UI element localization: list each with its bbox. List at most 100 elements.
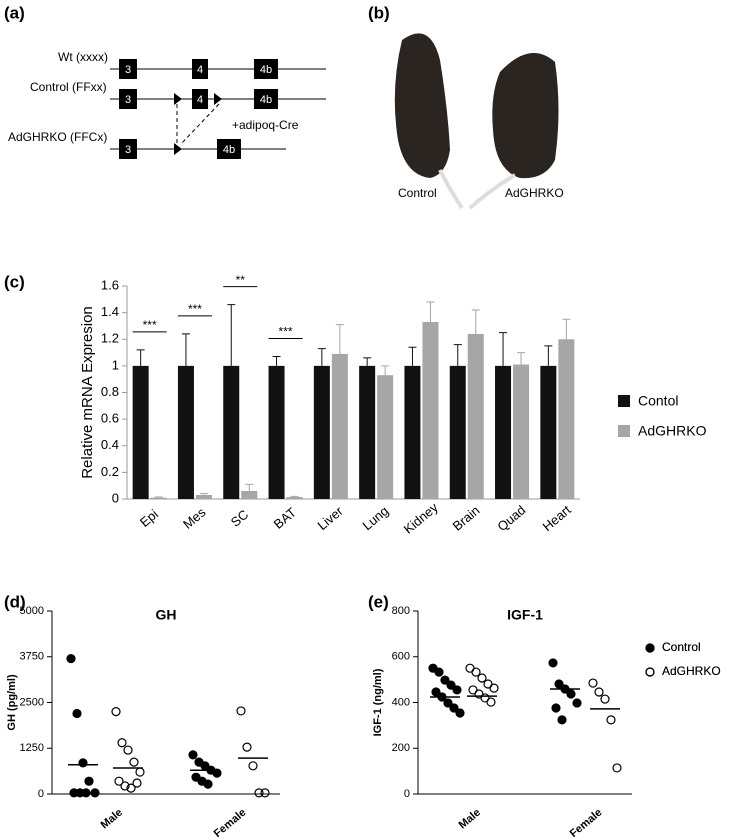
y-tick-label: 0 xyxy=(38,788,44,800)
data-point xyxy=(114,776,124,786)
y-tick-label: 400 xyxy=(392,696,410,708)
exon-label: 3 xyxy=(125,64,131,76)
photo-caption: AdGHRKO xyxy=(505,186,564,200)
error-bar xyxy=(272,356,281,366)
y-tick-label: 3750 xyxy=(20,651,44,663)
data-point xyxy=(588,678,598,688)
x-tick-label: Quad xyxy=(494,502,528,534)
error-bar xyxy=(335,324,344,354)
y-tick-label: 0.4 xyxy=(101,437,119,452)
data-point xyxy=(551,703,561,713)
loxp-site xyxy=(174,93,182,105)
y-tick-label: 5000 xyxy=(20,605,44,617)
error-bar xyxy=(363,357,372,366)
y-axis-label: Relative mRNA Expresion xyxy=(79,306,96,479)
bar xyxy=(132,365,149,499)
error-bar xyxy=(453,344,462,366)
x-tick-label: Heart xyxy=(540,502,574,534)
data-point xyxy=(81,788,91,798)
row-label: Control (FFxx) xyxy=(30,80,107,94)
row-label: Wt (xxxx) xyxy=(58,50,108,64)
error-bar xyxy=(136,349,145,366)
exon xyxy=(119,139,137,159)
y-axis-label: IGF-1 (ng/ml) xyxy=(372,668,384,736)
data-point xyxy=(188,750,198,760)
legend-label: AdGHRKO xyxy=(662,664,721,678)
x-tick-label: BAT xyxy=(271,505,299,532)
y-tick-label: 1250 xyxy=(20,742,44,754)
error-bar xyxy=(471,309,480,334)
exon xyxy=(119,89,137,109)
data-point xyxy=(84,776,94,786)
x-tick-label: Lung xyxy=(360,503,392,533)
data-point xyxy=(78,758,88,768)
bar xyxy=(331,353,348,499)
exon xyxy=(192,59,208,79)
error-bar xyxy=(381,365,390,376)
data-point xyxy=(90,788,100,798)
error-bar xyxy=(317,348,326,366)
y-tick-label: 1.2 xyxy=(101,331,119,346)
exon xyxy=(217,139,241,159)
legend-label: AdGHRKO xyxy=(638,423,707,439)
bar xyxy=(286,497,303,499)
data-point xyxy=(132,778,142,788)
error-bar xyxy=(426,301,435,322)
data-point xyxy=(572,698,582,708)
bar xyxy=(223,365,240,499)
data-point xyxy=(446,680,456,690)
error-bar xyxy=(290,495,299,498)
error-bar xyxy=(227,304,236,366)
data-point xyxy=(117,738,127,748)
legend-label: Control xyxy=(662,640,701,654)
error-bar xyxy=(181,333,190,366)
bar xyxy=(241,491,258,499)
x-tick-label: Male xyxy=(99,807,125,832)
data-point xyxy=(260,788,270,798)
error-bar xyxy=(499,332,508,366)
x-tick-label: Female xyxy=(568,807,605,837)
bar xyxy=(150,497,167,499)
data-point xyxy=(120,781,130,791)
y-tick-label: 0.2 xyxy=(101,464,119,479)
y-tick-label: 0.8 xyxy=(101,384,119,399)
y-tick-label: 0 xyxy=(404,788,410,800)
x-tick-label: Female xyxy=(212,807,249,837)
data-point xyxy=(554,679,564,689)
bar xyxy=(467,333,484,499)
data-point xyxy=(135,767,145,777)
y-tick-label: 1.6 xyxy=(101,277,119,292)
panel-label: (c) xyxy=(4,272,25,291)
legend-marker xyxy=(645,667,655,677)
significance-label: *** xyxy=(143,318,157,332)
bar xyxy=(540,365,557,499)
x-tick-label: Male xyxy=(457,807,483,832)
data-point xyxy=(449,703,459,713)
data-point xyxy=(242,742,252,752)
y-tick-label: 0.6 xyxy=(101,411,119,426)
mouse-photo: (b) Control AdGHRKO xyxy=(368,3,564,210)
significance-label: *** xyxy=(279,325,293,339)
data-point xyxy=(203,779,213,789)
panel-label: (d) xyxy=(4,592,26,611)
mouse xyxy=(394,33,450,179)
data-point xyxy=(600,694,610,704)
recombination-arrow xyxy=(180,103,220,145)
x-tick-label: Kidney xyxy=(401,499,441,536)
x-tick-label: Mes xyxy=(180,504,209,532)
exon-label: 4b xyxy=(223,144,235,156)
bar xyxy=(495,365,512,499)
error-bar xyxy=(408,346,417,366)
data-point xyxy=(129,757,139,767)
data-point xyxy=(126,783,136,793)
significance-label: ** xyxy=(236,273,246,287)
x-tick-label: Brain xyxy=(450,503,483,534)
x-tick-label: SC xyxy=(228,507,251,530)
data-point xyxy=(566,689,576,699)
legend-swatch xyxy=(618,395,630,407)
data-point xyxy=(452,685,462,695)
bar xyxy=(177,365,194,499)
legend-marker xyxy=(645,643,655,653)
data-point xyxy=(612,763,622,773)
